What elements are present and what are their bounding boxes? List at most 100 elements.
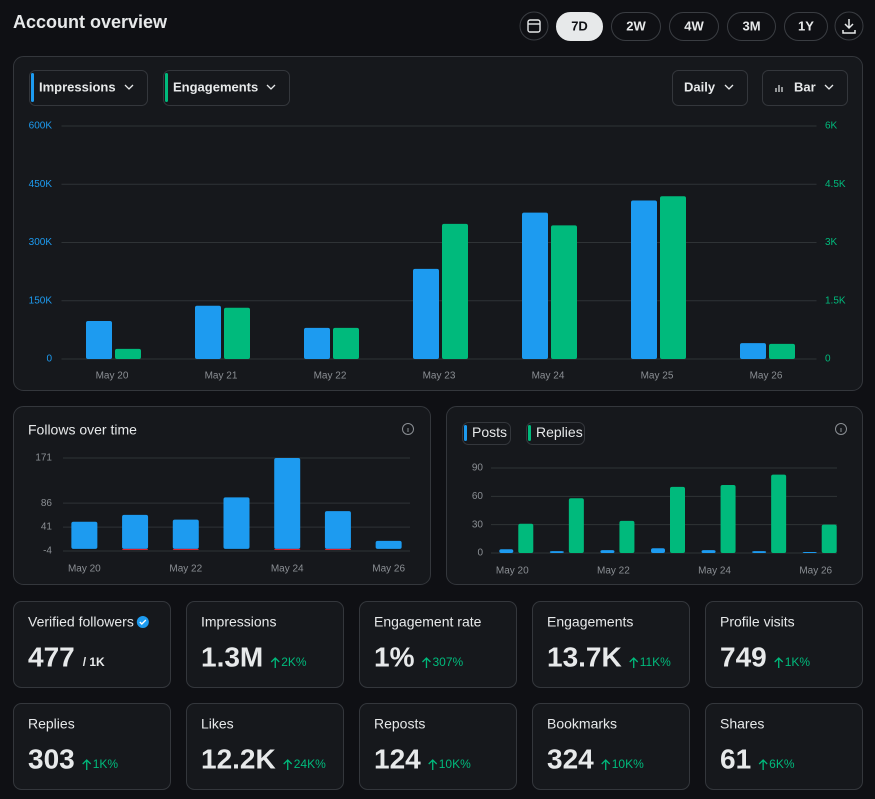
bar bbox=[224, 307, 250, 359]
range-label: 7D bbox=[571, 18, 588, 33]
y-tick-label: -4 bbox=[43, 546, 52, 557]
bar bbox=[631, 200, 657, 359]
bar bbox=[195, 305, 221, 359]
range-button[interactable]: 4W bbox=[669, 12, 719, 41]
dropdown-chevron bbox=[124, 84, 134, 90]
up-arrow bbox=[270, 657, 280, 668]
y-tick-label: 171 bbox=[35, 453, 52, 464]
bar bbox=[660, 196, 686, 359]
bar bbox=[274, 458, 301, 549]
page-title: Account overview bbox=[13, 12, 168, 32]
interval-label: Daily bbox=[684, 79, 716, 94]
x-tick-label: May 26 bbox=[372, 564, 405, 575]
card-value: 61 bbox=[720, 743, 751, 774]
card-value: 477 bbox=[28, 641, 75, 672]
y-tick-label: 30 bbox=[472, 519, 484, 530]
stat-card bbox=[359, 703, 517, 790]
x-tick-label: May 20 bbox=[68, 564, 101, 575]
chart-type-label: Bar bbox=[794, 79, 816, 94]
y-tick-label: 300K bbox=[29, 237, 53, 248]
legend-toggle[interactable]: Posts bbox=[462, 422, 511, 445]
range-button[interactable]: 7D bbox=[556, 12, 603, 41]
bar bbox=[670, 486, 685, 553]
range-pill bbox=[611, 12, 661, 41]
up-arrow bbox=[428, 759, 438, 770]
y-tick-label: 90 bbox=[472, 463, 484, 474]
card-label: Shares bbox=[720, 716, 764, 732]
card-change: 6K% bbox=[769, 757, 795, 771]
card-value: 1% bbox=[374, 641, 415, 672]
card-label: Profile visits bbox=[720, 614, 795, 630]
legend-label: Replies bbox=[536, 424, 583, 440]
range-button[interactable]: 2W bbox=[611, 12, 661, 41]
chart-title: Follows over time bbox=[28, 422, 137, 438]
range-pill bbox=[727, 12, 776, 41]
card-value: 124 bbox=[374, 743, 421, 774]
card-change: 1K% bbox=[93, 757, 119, 771]
bar bbox=[223, 497, 250, 549]
info-icon[interactable] bbox=[835, 423, 847, 435]
bar bbox=[549, 551, 564, 553]
bar bbox=[413, 268, 439, 359]
y-tick-label: 60 bbox=[472, 491, 484, 502]
y2-tick-label: 6K bbox=[825, 121, 838, 132]
bar bbox=[115, 348, 141, 359]
card-value: 1.3M bbox=[201, 641, 263, 672]
range-button[interactable]: 1Y bbox=[784, 12, 828, 41]
calendar-button[interactable] bbox=[519, 11, 549, 41]
chart-type-dropdown[interactable]: Bar bbox=[762, 70, 848, 106]
card-label: Reposts bbox=[374, 716, 425, 732]
x-tick-label: May 24 bbox=[271, 564, 304, 575]
card-value: 13.7K bbox=[547, 641, 622, 672]
bar bbox=[752, 551, 767, 553]
y2-tick-label: 1.5K bbox=[825, 295, 846, 306]
legend-toggle[interactable]: Impressions bbox=[29, 70, 148, 106]
info-icon[interactable] bbox=[402, 423, 414, 435]
legend-box bbox=[163, 70, 290, 106]
legend-toggle[interactable]: Engagements bbox=[163, 70, 290, 106]
y2-tick-label: 4.5K bbox=[825, 179, 846, 190]
y-tick-label: 0 bbox=[46, 354, 52, 365]
legend-swatch bbox=[528, 425, 531, 441]
legend-swatch bbox=[165, 73, 168, 102]
card-change: 2K% bbox=[281, 655, 307, 669]
card-value: 749 bbox=[720, 641, 767, 672]
range-label: 3M bbox=[742, 18, 760, 33]
x-tick-label: May 22 bbox=[597, 566, 630, 577]
legend-toggle[interactable]: Replies bbox=[526, 422, 585, 445]
card-value: 12.2K bbox=[201, 743, 276, 774]
up-arrow bbox=[82, 759, 92, 770]
interval-dropdown[interactable]: Daily bbox=[672, 70, 748, 106]
legend-label: Posts bbox=[472, 424, 507, 440]
y-tick-label: 41 bbox=[41, 522, 53, 533]
bar bbox=[771, 474, 787, 553]
bar bbox=[651, 548, 665, 553]
legend-box bbox=[526, 422, 585, 445]
legend-box bbox=[29, 70, 148, 106]
y-tick-label: 450K bbox=[29, 179, 53, 190]
bar bbox=[172, 548, 199, 550]
range-pill bbox=[556, 12, 603, 41]
stat-card bbox=[186, 601, 344, 688]
bar bbox=[375, 540, 402, 549]
x-tick-label: May 26 bbox=[750, 371, 783, 382]
download-button[interactable] bbox=[834, 11, 864, 41]
bar bbox=[499, 549, 514, 553]
range-button[interactable]: 3M bbox=[727, 12, 776, 41]
bar bbox=[274, 548, 301, 550]
card-suffix: / 1K bbox=[83, 655, 105, 669]
verified-check bbox=[139, 619, 147, 625]
bar bbox=[720, 485, 736, 553]
bar bbox=[802, 552, 817, 553]
bar bbox=[821, 524, 837, 553]
dropdown-chevron bbox=[266, 84, 276, 90]
stat-card bbox=[359, 601, 517, 688]
x-tick-label: May 23 bbox=[423, 371, 456, 382]
x-tick-label: May 21 bbox=[205, 371, 238, 382]
legend-label: Impressions bbox=[39, 79, 116, 94]
x-tick-label: May 22 bbox=[314, 371, 347, 382]
stat-card bbox=[186, 703, 344, 790]
legend-swatch bbox=[464, 425, 467, 441]
stat-card bbox=[705, 601, 863, 688]
